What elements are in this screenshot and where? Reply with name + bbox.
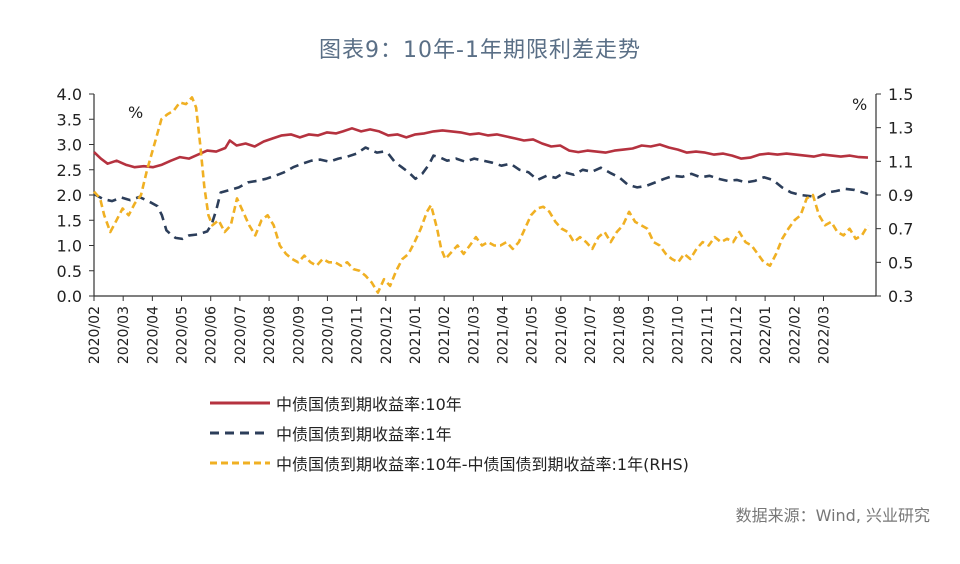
left-tick-label: 2.5: [57, 161, 82, 180]
axes-group: 0.0 0.5 1.0 1.5 2.0 2.5 3.0 3.5 4.0 0.3 0.5 0.7 0.9 1…: [57, 85, 914, 364]
x-tick-label: 2021/12: [729, 306, 745, 364]
x-tick-label: 2020/07: [233, 306, 249, 364]
left-tick-label: 0.5: [57, 262, 82, 281]
x-tick-label: 2022/02: [787, 306, 803, 364]
x-tick-label: 2020/09: [291, 306, 307, 364]
x-tick-label: 2020/03: [116, 306, 132, 364]
legend-item: 中债国债到期收益率:10年-中债国债到期收益率:1年(RHS): [210, 448, 689, 478]
source-note: 数据来源：Wind, 兴业研究: [735, 506, 930, 525]
right-tick-label: 0.3: [888, 287, 913, 306]
x-tick-label: 2021/03: [466, 306, 482, 364]
x-tick-label: 2022/03: [816, 306, 832, 364]
right-tick-label: 1.5: [888, 85, 913, 104]
x-tick-label: 2021/05: [525, 306, 541, 364]
x-tick-label: 2020/02: [87, 306, 103, 364]
series-line-2: [93, 96, 870, 294]
legend-label-1y: 中债国债到期收益率:1年: [276, 425, 452, 444]
left-tick-label: 2.0: [57, 186, 82, 205]
right-unit-label: %: [852, 95, 867, 114]
left-unit-label: %: [128, 103, 143, 122]
legend-item: 中债国债到期收益率:1年: [210, 418, 689, 448]
legend-swatch-1y: [210, 431, 270, 435]
left-tick-label: 3.0: [57, 136, 82, 155]
x-tick-label: 2020/11: [350, 306, 366, 364]
x-tick-label: 2021/02: [437, 306, 453, 364]
right-tick-label: 0.5: [888, 253, 913, 272]
x-tick-label: 2021/01: [408, 306, 424, 364]
legend-swatch-spread: [210, 461, 270, 465]
x-tick-label: 2021/04: [496, 306, 512, 364]
x-tick-label: 2021/09: [641, 306, 657, 364]
legend-label-10y: 中债国债到期收益率:10年: [276, 395, 462, 414]
x-tick-label: 2021/10: [671, 306, 687, 364]
legend-label-spread: 中债国债到期收益率:10年-中债国债到期收益率:1年(RHS): [276, 455, 689, 474]
series-group: [93, 96, 870, 294]
x-tick-label: 2020/05: [175, 306, 191, 364]
right-tick-label: 1.3: [888, 119, 913, 138]
x-tick-label: 2020/04: [145, 306, 161, 364]
legend-swatch-10y: [210, 401, 270, 405]
right-tick-label: 0.7: [888, 220, 913, 239]
legend: 中债国债到期收益率:10年 中债国债到期收益率:1年 中债国债到期收益率:10年…: [210, 388, 689, 478]
x-tick-label: 2020/12: [379, 306, 395, 364]
legend-item: 中债国债到期收益率:10年: [210, 388, 689, 418]
x-tick-label: 2020/10: [320, 306, 336, 364]
left-tick-label: 1.5: [57, 211, 82, 230]
x-tick-label: 2021/06: [554, 306, 570, 364]
x-tick-label: 2021/07: [583, 306, 599, 364]
right-tick-label: 1.1: [888, 152, 913, 171]
series-line-0: [93, 127, 869, 169]
left-tick-label: 1.0: [57, 237, 82, 256]
x-tick-label: 2020/08: [262, 306, 278, 364]
right-tick-label: 0.9: [888, 186, 913, 205]
left-tick-label: 3.5: [57, 110, 82, 129]
x-tick-label: 2020/06: [204, 306, 220, 364]
left-tick-label: 4.0: [57, 85, 82, 104]
x-tick-label: 2022/01: [758, 306, 774, 364]
series-line-1: [93, 146, 869, 241]
chart-title: 图表9：10年-1年期限利差走势: [319, 38, 641, 63]
x-tick-label: 2021/11: [700, 306, 716, 364]
left-tick-label: 0.0: [57, 287, 82, 306]
x-tick-label: 2021/08: [612, 306, 628, 364]
